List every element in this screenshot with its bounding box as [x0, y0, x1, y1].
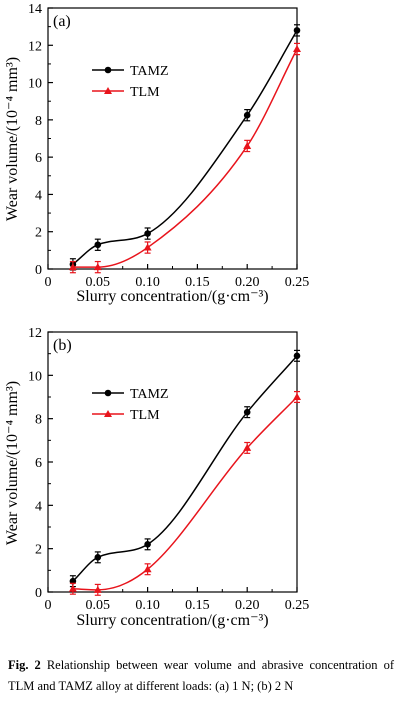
- x-tick-label: 0: [45, 275, 52, 290]
- data-point-tamz: [94, 241, 102, 249]
- x-tick-label: 0.25: [285, 275, 310, 290]
- data-point-tamz: [293, 27, 301, 34]
- x-tick-label: 0.05: [86, 598, 111, 613]
- x-tick-label: 0.20: [235, 598, 260, 613]
- plot-frame: [47, 331, 298, 593]
- legend-marker: [104, 389, 112, 397]
- data-point-tamz: [293, 352, 301, 360]
- data-point-tlm: [93, 263, 102, 271]
- x-axis-label: Slurry concentration/(g·cm⁻³): [76, 288, 268, 305]
- y-tick-label: 4: [35, 188, 42, 203]
- y-tick-label: 12: [28, 39, 42, 54]
- x-tick-label: 0.15: [185, 598, 210, 613]
- data-point-tlm: [243, 141, 252, 149]
- data-point-tlm: [293, 45, 301, 53]
- y-tick-label: 6: [35, 151, 42, 166]
- y-tick-label: 2: [35, 543, 42, 558]
- legend-label: TLM: [130, 85, 160, 100]
- y-tick-label: 14: [28, 2, 42, 17]
- y-tick-label: 6: [35, 456, 42, 471]
- legend-label: TLM: [130, 408, 160, 423]
- chart-panel-a: 0 0.05 0.10 0.15 0.20 0.25 0 2 4 6 8 10 12 14 Slurry c…: [4, 2, 309, 305]
- series-line-tlm: [72, 48, 298, 268]
- figure-caption: Fig. 2 Relationship between wear volume a…: [8, 655, 394, 697]
- y-tick-label: 2: [35, 226, 42, 241]
- x-tick-label: 0.05: [86, 275, 111, 290]
- x-tick-label: 0.25: [285, 598, 310, 613]
- data-point-tlm: [143, 565, 152, 573]
- x-tick-label: 0.15: [185, 275, 210, 290]
- series-line-tamz: [72, 29, 298, 265]
- data-point-tlm: [243, 443, 252, 451]
- legend-marker: [104, 87, 112, 94]
- data-point-tamz: [243, 111, 251, 119]
- x-tick-label: 0: [45, 598, 52, 613]
- y-tick-label: 0: [35, 586, 42, 601]
- data-point-tlm: [68, 263, 77, 271]
- data-point-tamz: [144, 230, 151, 237]
- panel-label: (b): [53, 337, 72, 354]
- y-axis-label: Wear volume/(10⁻⁴ mm³): [4, 381, 21, 545]
- y-axis-label: Wear volume/(10⁻⁴ mm³): [4, 57, 21, 221]
- data-point-tlm: [68, 584, 77, 592]
- data-point-tlm: [143, 243, 152, 251]
- caption-label: Fig. 2: [8, 658, 41, 672]
- caption-text: Relationship between wear volume and abr…: [8, 658, 395, 693]
- y-tick-label: 12: [28, 326, 42, 341]
- legend-label: TAMZ: [130, 387, 169, 402]
- y-tick-label: 4: [35, 499, 42, 514]
- legend-label: TAMZ: [130, 64, 169, 79]
- plot-frame: [47, 7, 298, 270]
- y-tick-label: 10: [28, 77, 42, 92]
- data-point-tamz: [144, 541, 151, 548]
- y-tick-label: 8: [35, 413, 42, 428]
- x-tick-label: 0.10: [135, 275, 160, 290]
- y-tick-label: 8: [35, 114, 42, 129]
- x-axis-label: Slurry concentration/(g·cm⁻³): [76, 612, 268, 629]
- data-point-tlm: [93, 585, 102, 593]
- series-line-tlm: [72, 396, 298, 591]
- data-point-tamz: [243, 408, 251, 416]
- legend-marker: [104, 66, 112, 74]
- y-tick-label: 0: [35, 263, 42, 278]
- series-line-tamz: [72, 355, 298, 582]
- x-tick-label: 0.20: [235, 275, 260, 290]
- legend-marker: [104, 410, 112, 417]
- chart-panel-b: 0 0.05 0.10 0.15 0.20 0.25 0 2 4 6 8 10 12 Slurry con…: [4, 326, 309, 629]
- y-tick-label: 10: [28, 369, 42, 384]
- x-tick-label: 0.10: [135, 598, 160, 613]
- data-point-tlm: [293, 393, 301, 400]
- panel-label: (a): [53, 13, 71, 30]
- data-point-tamz: [94, 554, 102, 561]
